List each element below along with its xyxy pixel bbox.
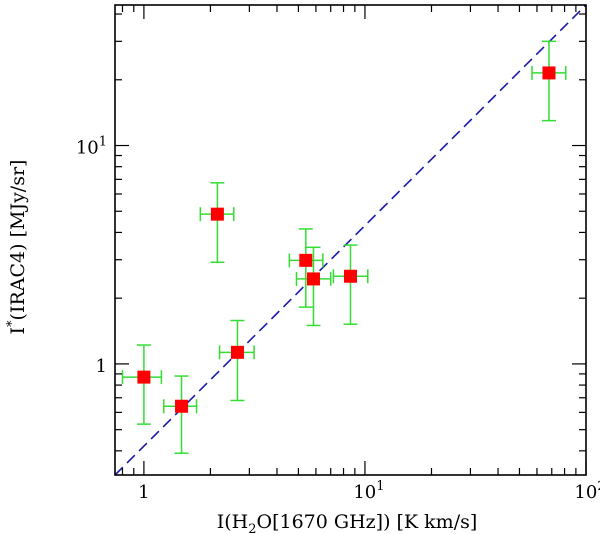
- y-tick-label-1: 101: [76, 135, 107, 159]
- data-point-6: [343, 269, 357, 283]
- data-point-5: [306, 272, 320, 286]
- tick-labels: 1 101 102 1 101: [76, 135, 600, 503]
- y-axis-label: I*(IRAC4) [MJy/sr]: [5, 160, 29, 335]
- x-axis-label: I(H2O[1670 GHz]) [K km/s]: [217, 511, 478, 534]
- data-point-2: [210, 207, 224, 221]
- data-point-layer: [137, 66, 556, 413]
- plot-frame: [114, 4, 587, 476]
- fit-line: [114, 4, 587, 476]
- data-point-0: [137, 370, 151, 384]
- data-point-3: [230, 345, 244, 359]
- x-tick-label-2: 102: [574, 479, 600, 503]
- y-tick-label-0: 1: [96, 356, 107, 377]
- error-bar-layer: [121, 40, 567, 454]
- fit-line-layer: [114, 4, 587, 476]
- data-point-4: [299, 253, 313, 267]
- x-tick-label-0: 1: [138, 482, 149, 503]
- x-tick-label-1: 101: [353, 479, 384, 503]
- data-point-7: [542, 66, 556, 80]
- axis-ticks: [115, 5, 587, 475]
- data-point-1: [175, 399, 189, 413]
